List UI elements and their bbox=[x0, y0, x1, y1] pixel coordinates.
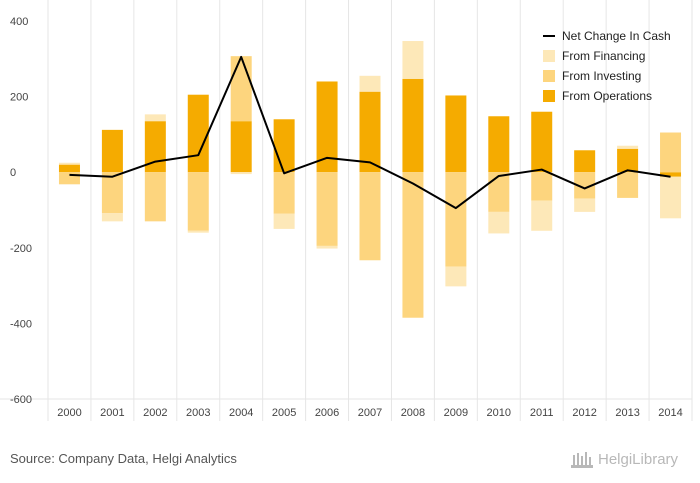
x-tick-label-2005: 2005 bbox=[272, 407, 296, 419]
y-tick-label: -400 bbox=[10, 318, 32, 330]
bar-from-financing-2000 bbox=[58, 162, 80, 165]
bar-from-operations-2004 bbox=[230, 121, 252, 173]
bar-from-operations-2013 bbox=[617, 148, 639, 173]
x-tick-label-2000: 2000 bbox=[57, 407, 81, 419]
y-tick-label: 0 bbox=[10, 167, 16, 179]
y-tick-label: -200 bbox=[10, 243, 32, 255]
x-tick-label-2002: 2002 bbox=[143, 407, 167, 419]
bar-from-operations-2006 bbox=[316, 81, 338, 173]
bar-from-investing-2006 bbox=[316, 172, 338, 246]
legend-label-from-financing: From Financing bbox=[562, 49, 645, 63]
bar-from-investing-2013 bbox=[617, 172, 639, 198]
bar-from-operations-2007 bbox=[359, 91, 381, 173]
bar-from-investing-2014 bbox=[660, 132, 682, 173]
bar-from-operations-2008 bbox=[402, 78, 424, 173]
bar-from-investing-2001 bbox=[101, 172, 123, 214]
x-tick-label-2007: 2007 bbox=[358, 407, 382, 419]
y-tick-label: -600 bbox=[10, 394, 32, 406]
x-tick-label-2001: 2001 bbox=[100, 407, 124, 419]
bar-from-operations-2000 bbox=[58, 164, 80, 173]
x-tick-label-2009: 2009 bbox=[444, 407, 468, 419]
bar-from-financing-2014 bbox=[660, 176, 682, 219]
grid-lines bbox=[0, 0, 693, 421]
bar-from-financing-2013 bbox=[617, 145, 639, 149]
bar-from-operations-2002 bbox=[144, 121, 166, 173]
bar-from-financing-2005 bbox=[273, 213, 295, 229]
x-tick-label-2014: 2014 bbox=[658, 407, 682, 419]
x-tick-label-2004: 2004 bbox=[229, 407, 253, 419]
x-tick-label-2013: 2013 bbox=[615, 407, 639, 419]
bar-from-investing-2008 bbox=[402, 172, 424, 318]
x-tick-label-2008: 2008 bbox=[401, 407, 425, 419]
bar-from-investing-2007 bbox=[359, 172, 381, 261]
bar-from-operations-2009 bbox=[445, 95, 467, 173]
y-tick-label: 200 bbox=[10, 92, 28, 104]
bar-from-financing-2004 bbox=[230, 172, 252, 175]
bar-from-financing-2012 bbox=[574, 198, 596, 212]
bar-from-financing-2008 bbox=[402, 41, 424, 79]
bar-from-investing-2009 bbox=[445, 172, 467, 267]
legend-swatch-from-operations bbox=[543, 90, 555, 102]
bar-from-financing-2003 bbox=[187, 230, 209, 233]
bar-from-investing-2010 bbox=[488, 172, 510, 212]
bar-from-investing-2002 bbox=[144, 172, 166, 222]
bar-from-operations-2014 bbox=[660, 172, 682, 177]
bar-from-operations-2001 bbox=[101, 129, 123, 173]
bar-from-investing-2011 bbox=[531, 172, 553, 201]
bar-from-financing-2002 bbox=[144, 114, 166, 122]
bar-from-operations-2012 bbox=[574, 150, 596, 173]
bar-from-financing-2001 bbox=[101, 213, 123, 222]
bar-from-financing-2010 bbox=[488, 211, 510, 234]
bar-from-investing-2000 bbox=[58, 172, 80, 185]
legend-label-from-operations: From Operations bbox=[562, 89, 652, 103]
legend-swatch-from-financing bbox=[543, 50, 555, 62]
y-tick-label: 400 bbox=[10, 16, 28, 28]
legend-label-from-investing: From Investing bbox=[562, 69, 641, 83]
x-tick-label-2011: 2011 bbox=[530, 407, 554, 419]
source-note: Source: Company Data, Helgi Analytics bbox=[10, 451, 237, 466]
legend-swatch-from-investing bbox=[543, 70, 555, 82]
net-change-line-series bbox=[69, 55, 671, 210]
x-tick-label-2003: 2003 bbox=[186, 407, 210, 419]
bar-from-operations-2010 bbox=[488, 116, 510, 173]
x-tick-label-2006: 2006 bbox=[315, 407, 339, 419]
bar-from-financing-2007 bbox=[359, 75, 381, 92]
bar-from-investing-2005 bbox=[273, 172, 295, 214]
bar-from-investing-2004 bbox=[230, 56, 252, 122]
bar-from-operations-2005 bbox=[273, 119, 295, 173]
bar-from-financing-2006 bbox=[316, 245, 338, 249]
brand-name: HelgiLibrary bbox=[598, 450, 679, 468]
bar-from-investing-2003 bbox=[187, 172, 209, 231]
bar-from-operations-2011 bbox=[531, 111, 553, 173]
x-tick-label-2012: 2012 bbox=[572, 407, 596, 419]
x-tick-label-2010: 2010 bbox=[487, 407, 511, 419]
legend-label-net-change-in-cash: Net Change In Cash bbox=[562, 29, 671, 43]
bar-from-financing-2009 bbox=[445, 266, 467, 287]
helgi-library-logo: HelgiLibrary bbox=[570, 448, 678, 470]
bar-from-investing-2012 bbox=[574, 172, 596, 199]
legend: Net Change In Cash From Financing From Inv… bbox=[543, 29, 671, 103]
bar-from-financing-2011 bbox=[531, 200, 553, 231]
library-building-icon bbox=[571, 452, 593, 468]
bar-series bbox=[58, 41, 682, 318]
bar-from-operations-2003 bbox=[187, 94, 209, 173]
